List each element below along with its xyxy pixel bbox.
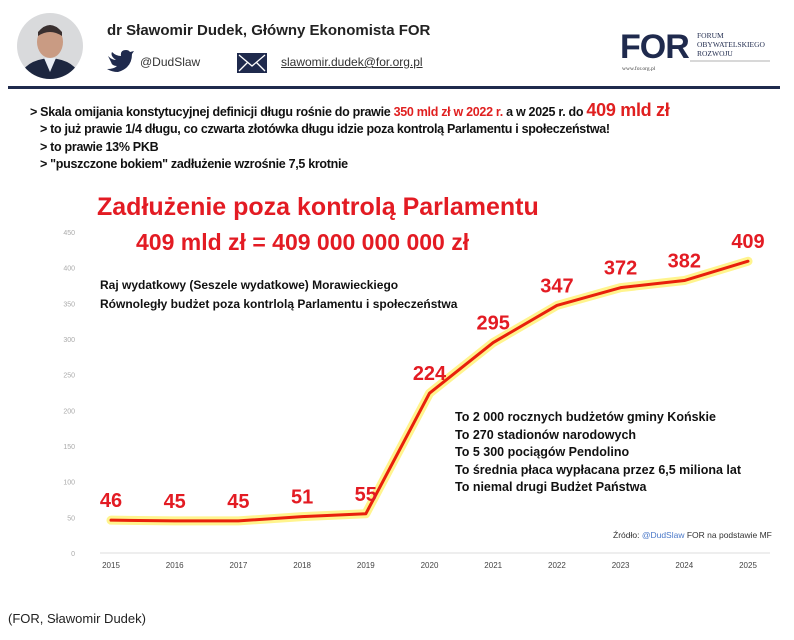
header-divider (8, 86, 780, 89)
x-tick-label: 2016 (166, 561, 184, 570)
x-tick-label: 2019 (357, 561, 375, 570)
data-label: 45 (227, 491, 249, 513)
bullet-2: > to już prawie 1/4 długu, co czwarta zł… (40, 122, 610, 136)
data-label: 295 (477, 313, 510, 335)
fact-line: To średnia płaca wypłacana przez 6,5 mil… (455, 462, 741, 477)
x-tick-label: 2017 (230, 561, 248, 570)
y-tick-label: 200 (63, 408, 75, 415)
bullet-3: > to prawie 13% PKB (40, 140, 159, 154)
data-label: 55 (355, 484, 377, 506)
data-label: 45 (164, 491, 186, 513)
data-label: 382 (668, 251, 701, 273)
svg-text:www.for.org.pl: www.for.org.pl (622, 65, 656, 72)
svg-text:ROZWOJU: ROZWOJU (697, 49, 733, 58)
logo-text: FORUM (697, 31, 724, 40)
data-label: 347 (540, 275, 573, 297)
image-caption: (FOR, Sławomir Dudek) (8, 611, 146, 626)
data-label: 224 (413, 363, 447, 385)
source-note: Źródło: @DudSlaw FOR na podstawie MF (613, 530, 772, 540)
x-tick-label: 2015 (102, 561, 120, 570)
x-tick-label: 2022 (548, 561, 566, 570)
chart-subtitle: 409 mld zł = 409 000 000 000 zł (136, 229, 470, 255)
author-name: dr Sławomir Dudek, Główny Ekonomista FOR (107, 22, 431, 39)
y-tick-label: 50 (67, 515, 75, 522)
x-tick-label: 2018 (293, 561, 311, 570)
y-tick-label: 300 (63, 337, 75, 344)
x-tick-label: 2023 (612, 561, 630, 570)
twitter-bird-icon (107, 50, 134, 72)
data-label: 372 (604, 258, 637, 280)
envelope-icon (237, 53, 267, 73)
fact-line: To niemal drugi Budżet Państwa (455, 480, 647, 494)
y-tick-label: 150 (63, 444, 75, 451)
avatar (17, 13, 83, 79)
for-logo: FOR FORUM OBYWATELSKIEGO ROZWOJU www.for… (620, 28, 770, 72)
data-label: 51 (291, 487, 313, 509)
x-tick-label: 2021 (484, 561, 502, 570)
bullet-4: > "puszczone bokiem" zadłużenie wzrośnie… (40, 157, 348, 171)
series-line (109, 259, 750, 523)
note-block: Raj wydatkowy (Seszele wydatkowe) Morawi… (100, 276, 457, 313)
svg-text:FOR: FOR (620, 28, 689, 66)
bullet-1: > Skala omijania konstytucyjnej definicj… (30, 100, 670, 120)
y-tick-label: 250 (63, 373, 75, 380)
facts-block: To 2 000 rocznych budżetów gminy Końskie… (455, 409, 741, 497)
y-tick-label: 400 (63, 266, 75, 273)
x-tick-label: 2025 (739, 561, 757, 570)
y-tick-label: 450 (63, 230, 75, 237)
twitter-handle[interactable]: @DudSlaw (140, 55, 201, 69)
x-tick-label: 2024 (675, 561, 693, 570)
fact-line: To 2 000 rocznych budżetów gminy Końskie (455, 410, 716, 424)
y-tick-label: 0 (71, 551, 75, 558)
fact-line: To 5 300 pociągów Pendolino (455, 445, 630, 459)
email-link[interactable]: slawomir.dudek@for.org.pl (281, 55, 423, 69)
svg-text:OBYWATELSKIEGO: OBYWATELSKIEGO (697, 40, 765, 49)
fact-line: To 270 stadionów narodowych (455, 427, 637, 442)
note-line: Równoległy budżet poza kontrlolą Parlame… (100, 296, 458, 311)
x-tick-label: 2020 (421, 561, 439, 570)
y-tick-label: 350 (63, 301, 75, 308)
data-label: 46 (100, 490, 122, 512)
note-line: Raj wydatkowy (Seszele wydatkowe) Morawi… (100, 278, 399, 292)
data-label: 409 (731, 231, 764, 253)
y-tick-label: 100 (63, 480, 75, 487)
chart-title: Zadłużenie poza kontrolą Parlamentu (97, 193, 539, 221)
